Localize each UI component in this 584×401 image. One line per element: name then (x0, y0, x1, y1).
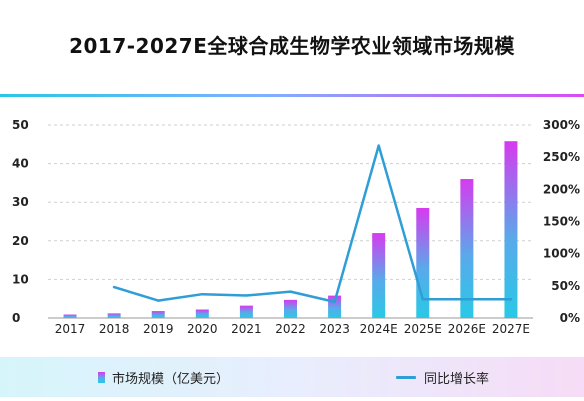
right-tick-label: 250% (543, 150, 580, 164)
right-tick-label: 150% (543, 215, 580, 229)
left-axis-ticks: 0 10 20 30 40 50 (12, 118, 29, 325)
bar-2027E (504, 141, 518, 318)
legend: 市场规模（亿美元） 同比增长率 (0, 357, 584, 397)
growth-point-2019 (157, 299, 160, 302)
bar-2025E (416, 207, 430, 318)
x-axis-ticks: 2017 2018 2019 2020 2021 2022 2023 2024E 2025E 20… (55, 322, 530, 336)
x-tick-label: 2019 (143, 322, 174, 336)
right-tick-label: 50% (551, 279, 580, 293)
bar-series (63, 141, 518, 318)
left-tick-label: 10 (12, 272, 29, 286)
right-tick-label: 0% (560, 311, 580, 325)
legend-item-growth-rate: 同比增长率 (396, 357, 489, 397)
x-tick-label: 2017 (55, 322, 86, 336)
growth-point-2027E (509, 298, 513, 301)
left-tick-label: 30 (12, 195, 29, 209)
left-tick-label: 50 (12, 118, 29, 132)
growth-point-2020 (201, 292, 204, 296)
left-tick-label: 40 (12, 157, 29, 171)
chart-title: 2017-2027E全球合成生物学农业领域市场规模 (69, 34, 515, 58)
bar-2019 (151, 311, 165, 318)
right-tick-label: 200% (543, 182, 580, 196)
bar-2017 (63, 314, 77, 318)
x-tick-label: 2024E (360, 322, 398, 336)
bar-2026E (460, 179, 474, 318)
bar-2020 (195, 309, 209, 318)
left-tick-label: 20 (12, 234, 29, 248)
growth-point-2024E (377, 144, 380, 147)
x-tick-label: 2026E (448, 322, 486, 336)
bar-2018 (107, 313, 121, 318)
growth-point-2021 (245, 294, 248, 297)
growth-line-series (112, 144, 513, 304)
legend-line-swatch (396, 375, 416, 379)
legend-label-market-size: 市场规模（亿美元） (112, 371, 230, 387)
x-tick-label: 2025E (404, 322, 442, 336)
bar-2024E (372, 233, 386, 318)
growth-point-2023 (333, 300, 336, 304)
legend-label-growth-rate: 同比增长率 (424, 371, 490, 387)
growth-rate-line (112, 144, 513, 304)
growth-point-2018 (112, 285, 116, 289)
x-tick-label: 2023 (319, 322, 350, 336)
growth-point-2025E (421, 298, 424, 301)
title-divider (0, 94, 584, 97)
right-axis-ticks: 0% 50% 100% 150% 200% 250% 300% (543, 118, 580, 325)
legend-bar-swatch (98, 371, 105, 383)
right-tick-label: 300% (543, 118, 580, 132)
x-tick-label: 2018 (99, 322, 130, 336)
x-tick-label: 2021 (231, 322, 262, 336)
bar-2021 (239, 305, 253, 318)
growth-point-2022 (289, 290, 292, 293)
right-tick-label: 100% (543, 247, 580, 261)
bar-2022 (284, 299, 297, 318)
x-tick-label: 2022 (275, 322, 306, 336)
legend-item-market-size: 市场规模（亿美元） (98, 357, 229, 397)
left-tick-label: 0 (12, 311, 20, 325)
x-tick-label: 2020 (187, 322, 218, 336)
growth-point-2026E (465, 298, 469, 301)
x-tick-label: 2027E (492, 322, 530, 336)
